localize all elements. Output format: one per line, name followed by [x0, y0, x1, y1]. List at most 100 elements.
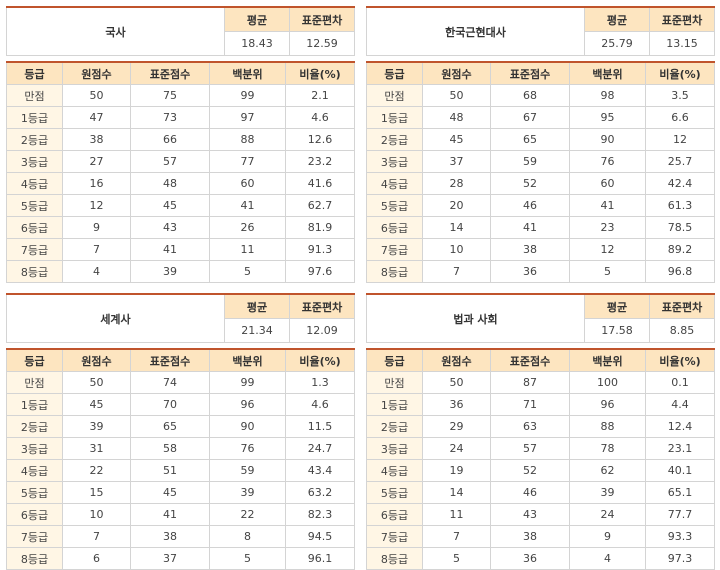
table-row: 만점 50 87 100 0.1: [366, 371, 715, 394]
standard-score-cell: 73: [130, 106, 210, 129]
ratio-cell: 78.5: [645, 216, 715, 239]
standard-score-cell: 57: [130, 150, 210, 173]
percentile-cell: 90: [209, 415, 286, 438]
sd-header: 표준편차: [649, 293, 715, 319]
ratio-cell: 81.9: [285, 216, 355, 239]
standard-score-cell: 65: [490, 128, 570, 151]
grade-cell: 6등급: [6, 216, 63, 239]
panel-law-and-society: 법과 사회 평균 표준편차 17.58 8.85 등급 원점수 표준점수 백분위 비율(%) 만점 5…: [366, 293, 715, 570]
raw-score-cell: 48: [422, 106, 491, 129]
table-row: 3등급 27 57 77 23.2: [6, 150, 355, 173]
standard-score-cell: 41: [130, 238, 210, 261]
raw-score-cell: 36: [422, 393, 491, 416]
raw-score-cell: 39: [62, 415, 131, 438]
standard-score-cell: 68: [490, 84, 570, 107]
percentile-cell: 41: [569, 194, 646, 217]
grade-header: 등급: [366, 61, 423, 85]
standard-score-cell: 38: [490, 525, 570, 548]
percentile-cell: 59: [209, 459, 286, 482]
grade-cell: 3등급: [6, 437, 63, 460]
raw-score-cell: 27: [62, 150, 131, 173]
percentile-cell: 5: [569, 260, 646, 283]
table-row: 4등급 28 52 60 42.4: [366, 172, 715, 195]
panel-korean-history: 국사 평균 표준편차 18.43 12.59 등급 원점수 표준점수 백분위 비율(%) 만점 50 7…: [6, 6, 355, 283]
raw-score-header: 원점수: [62, 61, 131, 85]
raw-score-cell: 50: [422, 371, 491, 394]
table-row: 3등급 37 59 76 25.7: [366, 150, 715, 173]
ratio-cell: 65.1: [645, 481, 715, 504]
grade-cell: 2등급: [366, 415, 423, 438]
ratio-cell: 93.3: [645, 525, 715, 548]
raw-score-cell: 37: [422, 150, 491, 173]
standard-score-cell: 36: [490, 547, 570, 570]
ratio-cell: 1.3: [285, 371, 355, 394]
percentile-cell: 96: [569, 393, 646, 416]
grade-cell: 만점: [366, 84, 423, 107]
grade-cell: 5등급: [366, 481, 423, 504]
grade-cell: 8등급: [6, 260, 63, 283]
grade-cell: 6등급: [6, 503, 63, 526]
grade-table: 등급 원점수 표준점수 백분위 비율(%) 만점 50 75 99 2.1 1등급 47 73 97 4.6…: [6, 61, 355, 283]
standard-score-cell: 39: [130, 260, 210, 283]
mean-value: 18.43: [224, 31, 290, 56]
standard-score-cell: 37: [130, 547, 210, 570]
standard-score-cell: 38: [130, 525, 210, 548]
standard-score-cell: 71: [490, 393, 570, 416]
percentile-header: 백분위: [209, 61, 286, 85]
grade-cell: 8등급: [6, 547, 63, 570]
panel-modern-korean-history: 한국근현대사 평균 표준편차 25.79 13.15 등급 원점수 표준점수 백분위 비율(%) 만…: [366, 6, 715, 283]
grade-cell: 3등급: [366, 150, 423, 173]
percentile-header: 백분위: [209, 348, 286, 372]
summary-table: 국사 평균 표준편차 18.43 12.59: [6, 6, 355, 56]
standard-score-header: 표준점수: [130, 348, 210, 372]
raw-score-cell: 9: [62, 216, 131, 239]
summary-table: 법과 사회 평균 표준편차 17.58 8.85: [366, 293, 715, 343]
ratio-cell: 4.4: [645, 393, 715, 416]
percentile-cell: 8: [209, 525, 286, 548]
table-row: 만점 50 74 99 1.3: [6, 371, 355, 394]
ratio-cell: 96.8: [645, 260, 715, 283]
ratio-cell: 3.5: [645, 84, 715, 107]
ratio-header: 비율(%): [285, 348, 355, 372]
grade-cell: 4등급: [6, 172, 63, 195]
grade-cell: 1등급: [366, 393, 423, 416]
table-row: 만점 50 75 99 2.1: [6, 84, 355, 107]
percentile-header: 백분위: [569, 61, 646, 85]
grade-table-header: 등급 원점수 표준점수 백분위 비율(%): [366, 348, 715, 372]
ratio-cell: 96.1: [285, 547, 355, 570]
grade-cell: 7등급: [6, 238, 63, 261]
standard-score-cell: 66: [130, 128, 210, 151]
raw-score-cell: 7: [62, 238, 131, 261]
grade-cell: 7등급: [6, 525, 63, 548]
standard-score-cell: 74: [130, 371, 210, 394]
percentile-cell: 60: [569, 172, 646, 195]
ratio-cell: 97.3: [645, 547, 715, 570]
standard-score-cell: 51: [130, 459, 210, 482]
table-row: 7등급 7 41 11 91.3: [6, 238, 355, 261]
table-row: 8등급 5 36 4 97.3: [366, 547, 715, 570]
ratio-cell: 23.2: [285, 150, 355, 173]
percentile-cell: 60: [209, 172, 286, 195]
raw-score-cell: 11: [422, 503, 491, 526]
grade-cell: 만점: [6, 371, 63, 394]
ratio-header: 비율(%): [645, 61, 715, 85]
table-row: 만점 50 68 98 3.5: [366, 84, 715, 107]
ratio-cell: 82.3: [285, 503, 355, 526]
mean-header: 평균: [584, 6, 650, 32]
raw-score-cell: 12: [62, 194, 131, 217]
table-row: 4등급 22 51 59 43.4: [6, 459, 355, 482]
standard-score-cell: 38: [490, 238, 570, 261]
standard-score-cell: 48: [130, 172, 210, 195]
raw-score-cell: 5: [422, 547, 491, 570]
subject-name: 세계사: [6, 293, 225, 343]
raw-score-cell: 7: [62, 525, 131, 548]
standard-score-cell: 52: [490, 172, 570, 195]
standard-score-cell: 41: [490, 216, 570, 239]
raw-score-header: 원점수: [62, 348, 131, 372]
standard-score-cell: 87: [490, 371, 570, 394]
table-row: 3등급 31 58 76 24.7: [6, 437, 355, 460]
sd-header: 표준편차: [289, 6, 355, 32]
percentile-cell: 99: [209, 84, 286, 107]
standard-score-header: 표준점수: [490, 61, 570, 85]
grade-cell: 8등급: [366, 547, 423, 570]
